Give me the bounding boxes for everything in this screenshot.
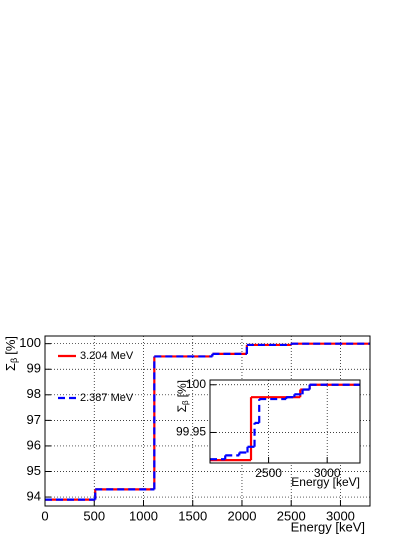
y-tick-label: 100 [186, 377, 206, 391]
x-tick-label: 2500 [255, 466, 282, 480]
x-tick-label: 1500 [178, 508, 207, 523]
plot-frame [44, 335, 371, 507]
y-tick-label: 100 [19, 335, 41, 350]
x-tick-label: 3000 [326, 508, 355, 523]
x-tick-label: 3000 [314, 466, 341, 480]
y-axis-label: Σβ [%] [175, 380, 190, 412]
y-tick-label: 95 [27, 463, 41, 478]
series [45, 342, 370, 501]
y-tick-label: 94 [27, 488, 41, 503]
y-tick-label: 98 [27, 386, 41, 401]
inset-background [210, 380, 360, 463]
y-tick-label: 99.95 [176, 425, 206, 439]
x-tick-label: 2500 [277, 508, 306, 523]
y-label-subscript: β [181, 400, 190, 405]
x-axis-label: Energy [keV] [291, 475, 360, 489]
y-tick-label: 99 [27, 361, 41, 376]
x-tick-label: 500 [83, 508, 105, 523]
y-label-symbol: Σ [3, 363, 18, 371]
legend-label: 3.204 MeV [80, 350, 134, 362]
legend-label: 2.387 MeV [80, 392, 134, 404]
y-axis-label: Σβ [%] [3, 336, 19, 371]
y-tick-label: 97 [27, 412, 41, 427]
x-axis-label: Energy [keV] [291, 519, 365, 534]
series [210, 383, 360, 461]
y-label-subscript: β [9, 358, 19, 363]
y-tick-label: 96 [27, 437, 41, 452]
x-tick-label: 1000 [129, 508, 158, 523]
y-label-unit: [%] [175, 380, 189, 397]
y-label-unit: [%] [3, 336, 18, 355]
plot-frame [209, 379, 361, 464]
y-label-symbol: Σ [175, 405, 189, 412]
x-tick-label: 2000 [228, 508, 257, 523]
x-tick-label: 0 [41, 508, 48, 523]
